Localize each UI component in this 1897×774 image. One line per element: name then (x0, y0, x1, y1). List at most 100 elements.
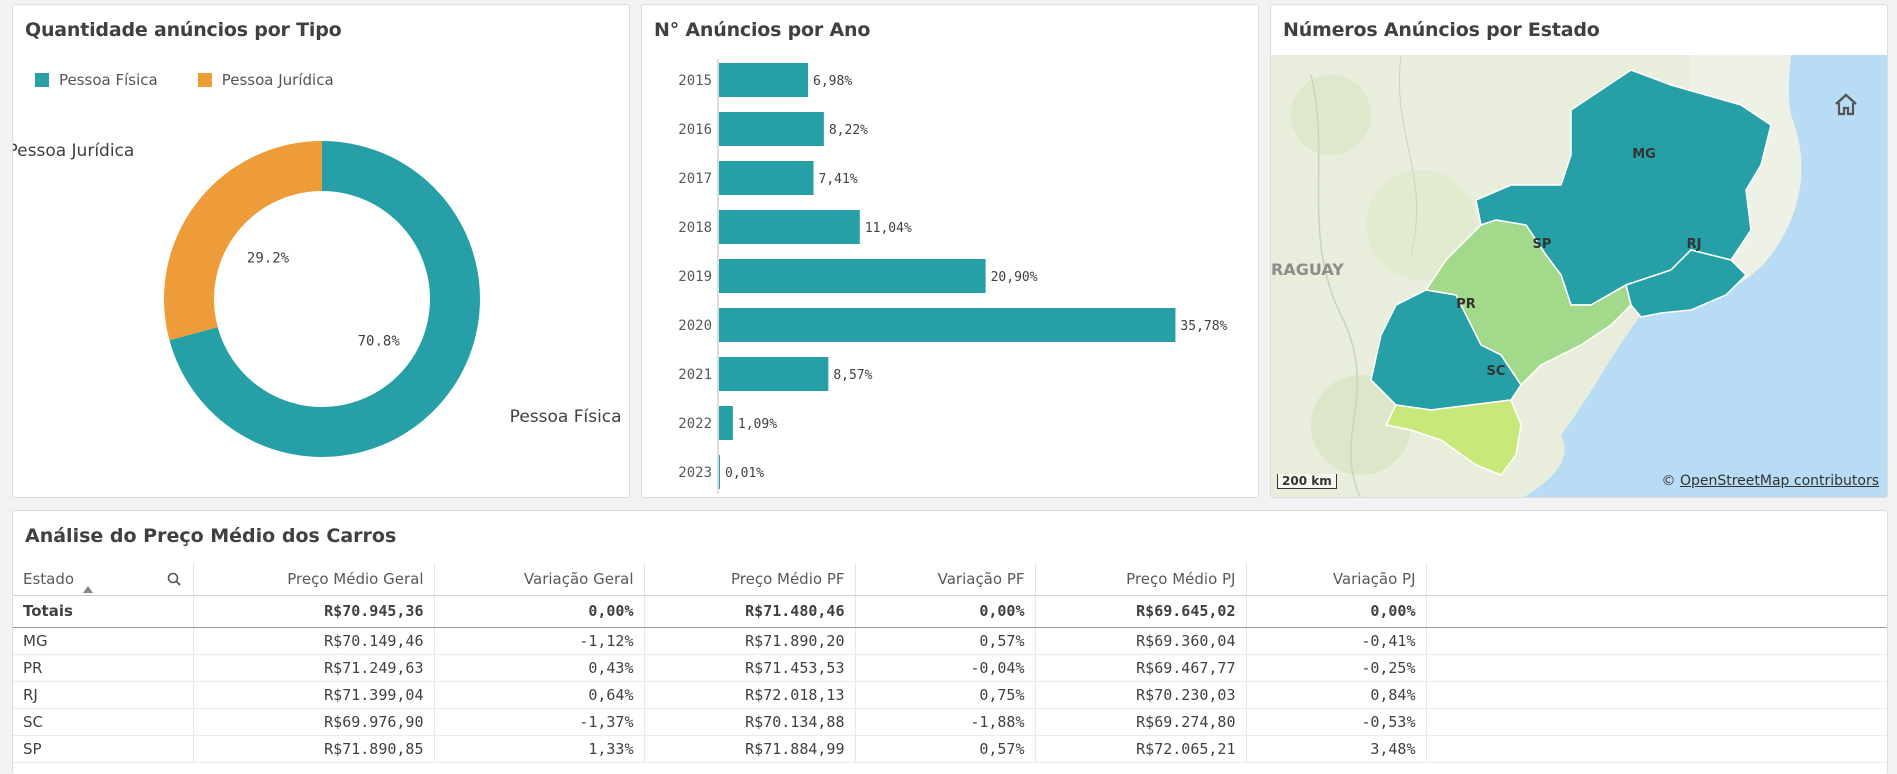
table-cell: R$69.976,90 (193, 708, 435, 736)
bar-2018[interactable] (719, 210, 860, 244)
copyright-symbol: © (1661, 473, 1676, 489)
bar-category-label: 2016 (678, 122, 712, 138)
table-cell: -1,88% (855, 708, 1036, 736)
table-row[interactable]: PR R$71.249,63 0,43% R$71.453,53 -0,04% R$69.… (13, 654, 1887, 682)
table-cell: 0,57% (855, 627, 1036, 655)
table-cell: R$69.467,77 (1035, 654, 1247, 682)
table-cell: R$71.399,04 (193, 681, 435, 709)
state-sc[interactable] (1384, 399, 1522, 476)
bar-2020[interactable] (719, 308, 1176, 342)
table-cell[interactable]: PR (13, 654, 194, 682)
table-cell: 1,33% (434, 735, 645, 763)
legend-item-pj[interactable]: Pessoa Jurídica (197, 71, 334, 89)
state-rj[interactable] (1625, 249, 1748, 318)
donut-chart-title: Quantidade anúncios por Tipo (25, 19, 342, 41)
table-cell: R$71.249,63 (193, 654, 435, 682)
table-cell: 0,43% (434, 654, 645, 682)
table-cell[interactable]: RJ (13, 681, 194, 709)
table-cell-empty (1426, 708, 1887, 736)
bar-category-label: 2023 (678, 465, 712, 481)
col-header-preco-pf[interactable]: Preço Médio PF (644, 563, 856, 596)
table-cell[interactable]: MG (13, 627, 194, 655)
bar-value-label: 7,41% (819, 172, 858, 187)
col-header-variacao-pj[interactable]: Variação PJ (1246, 563, 1427, 596)
table-totals-row[interactable]: Totais R$70.945,36 0,00% R$71.480,46 0,00% R$… (13, 595, 1887, 628)
state-label-mg: MG (1632, 147, 1656, 162)
bar-value-label: 8,22% (829, 123, 868, 138)
col-header-preco-pj[interactable]: Preço Médio PJ (1035, 563, 1247, 596)
bar-value-label: 1,09% (738, 417, 777, 432)
donut-chart[interactable]: 70.8% Pessoa Física 29.2% Pessoa Jurídica (13, 5, 631, 499)
col-header-empty (1426, 563, 1887, 596)
bar-chart[interactable]: 2015 6,98% 2016 8,22% 2017 7,41% 2018 11,04% 201… (642, 5, 1260, 499)
legend-swatch-pj (197, 73, 212, 87)
table-cell: R$71.480,46 (644, 595, 856, 628)
bar-chart-title: N° Anúncios por Ano (654, 19, 871, 41)
legend-item-pf[interactable]: Pessoa Física (35, 71, 158, 89)
table-cell[interactable]: Totais (13, 595, 194, 628)
table-cell: R$69.274,80 (1035, 708, 1247, 736)
map-scale: 200 km (1277, 474, 1337, 489)
table-cell: 0,57% (855, 735, 1036, 763)
table-cell: R$70.230,03 (1035, 681, 1247, 709)
table-cell: R$71.890,20 (644, 627, 856, 655)
table-cell: R$70.149,46 (193, 627, 435, 655)
map-view[interactable]: RAGUAY MG SP RJ PR SC (1271, 55, 1888, 498)
table-cell: R$71.890,85 (193, 735, 435, 763)
table-title: Análise do Preço Médio dos Carros (25, 525, 397, 547)
bar-category-label: 2022 (678, 416, 712, 432)
table-cell: -0,25% (1246, 654, 1427, 682)
bar-2019[interactable] (719, 259, 986, 293)
table-cell-empty (1426, 654, 1887, 682)
bar-2023[interactable] (719, 455, 720, 489)
map-attribution: © OpenStreetMap contributors (1661, 473, 1879, 489)
table-cell: 3,48% (1246, 735, 1427, 763)
legend-label-pf: Pessoa Física (59, 71, 158, 89)
table-row[interactable]: SC R$69.976,90 -1,37% R$70.134,88 -1,88% R$69… (13, 708, 1887, 736)
bar-value-label: 11,04% (865, 221, 912, 236)
col-header-preco-geral[interactable]: Preço Médio Geral (193, 563, 435, 596)
home-icon[interactable] (1833, 91, 1859, 117)
bar-2021[interactable] (719, 357, 829, 391)
table-row[interactable]: RJ R$71.399,04 0,64% R$72.018,13 0,75% R$70.2… (13, 681, 1887, 709)
bar-2017[interactable] (719, 161, 814, 195)
donut-category-label-1: Pessoa Jurídica (13, 141, 134, 161)
table-cell: R$69.645,02 (1035, 595, 1247, 628)
table-cell-empty (1426, 735, 1887, 763)
table-cell-empty (1426, 681, 1887, 709)
bar-value-label: 20,90% (991, 270, 1038, 285)
table-cell: R$72.018,13 (644, 681, 856, 709)
table-cell: 0,00% (1246, 595, 1427, 628)
search-icon[interactable] (167, 572, 181, 586)
table-cell: -1,12% (434, 627, 645, 655)
osm-link[interactable]: OpenStreetMap contributors (1679, 473, 1879, 489)
table-cell: 0,00% (855, 595, 1036, 628)
legend-swatch-pf (35, 73, 49, 87)
sort-ascending-icon[interactable] (83, 585, 93, 593)
col-header-estado[interactable]: Estado (13, 563, 194, 596)
bar-2015[interactable] (719, 63, 809, 97)
map-panel: Números Anúncios por Estado RAGUAY MG SP… (1270, 4, 1888, 498)
donut-slice-1[interactable] (164, 141, 322, 341)
table-row[interactable]: SP R$71.890,85 1,33% R$71.884,99 0,57% R$72.0… (13, 735, 1887, 763)
table-cell-empty (1426, 595, 1887, 628)
table-cell: -0,41% (1246, 627, 1427, 655)
col-header-variacao-pf[interactable]: Variação PF (855, 563, 1036, 596)
country-label: RAGUAY (1271, 260, 1344, 279)
donut-slice-0[interactable] (169, 141, 480, 457)
table-cell[interactable]: SP (13, 735, 194, 763)
table-row[interactable]: MG R$70.149,46 -1,12% R$71.890,20 0,57% R$69.… (13, 627, 1887, 655)
col-header-variacao-geral[interactable]: Variação Geral (434, 563, 645, 596)
donut-category-label-0: Pessoa Física (510, 407, 622, 427)
bar-2022[interactable] (719, 406, 733, 440)
bar-value-label: 6,98% (813, 74, 852, 89)
table-cell[interactable]: SC (13, 708, 194, 736)
state-label-pr: PR (1456, 297, 1476, 312)
table-cell: R$71.884,99 (644, 735, 856, 763)
bar-value-label: 35,78% (1180, 319, 1227, 334)
bar-2016[interactable] (719, 112, 824, 146)
col-header-label: Estado (23, 569, 75, 588)
bar-chart-panel: N° Anúncios por Ano 2015 6,98% 2016 8,22% 20… (641, 4, 1259, 498)
bar-category-label: 2017 (678, 171, 712, 187)
bar-value-label: 0,01% (725, 466, 764, 481)
